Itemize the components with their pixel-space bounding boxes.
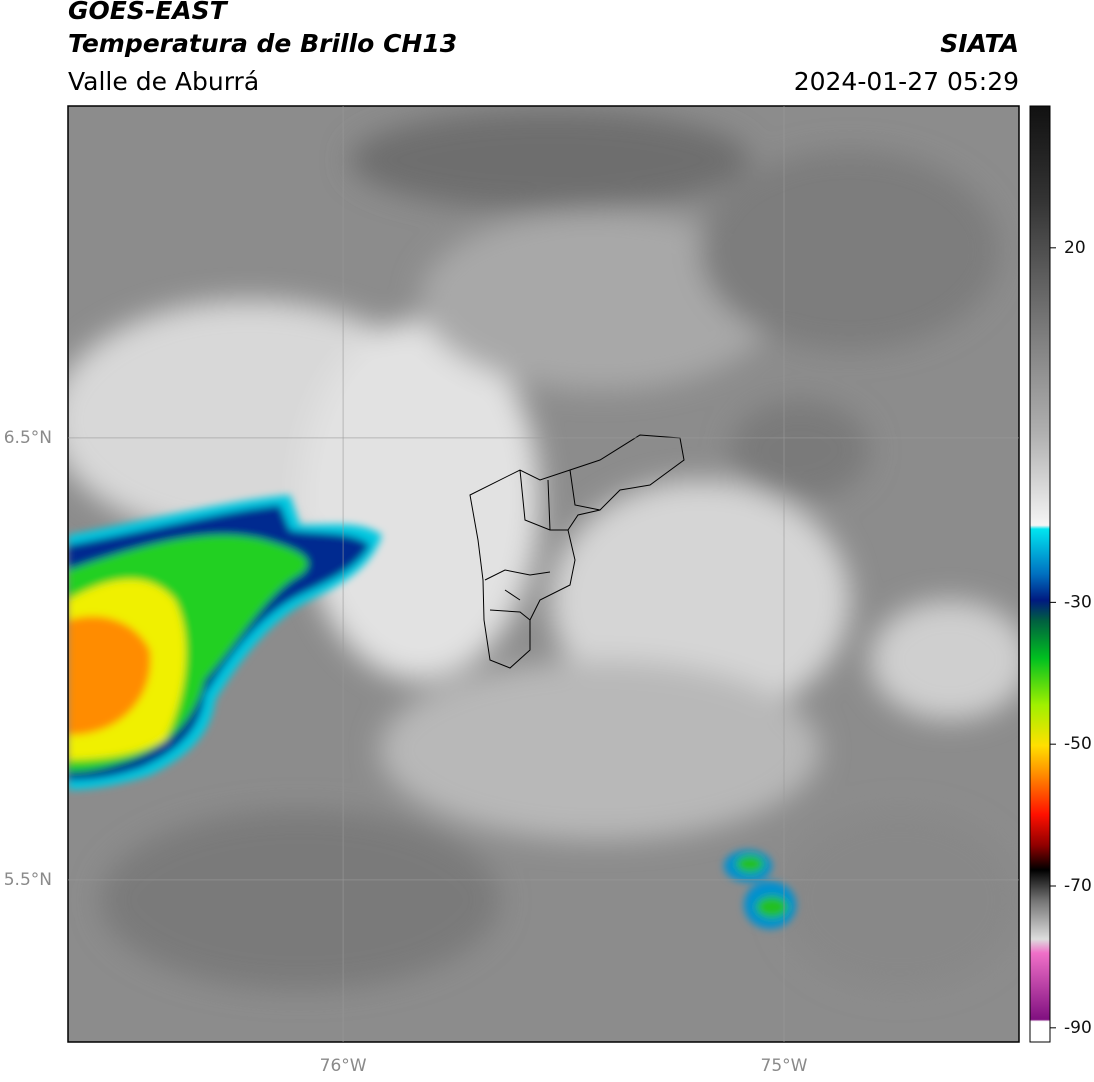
colorbar-tick-label: -70 [1064, 876, 1092, 896]
colorbar-tick-label: -50 [1064, 734, 1092, 754]
valley-boundary [469, 434, 685, 669]
timestamp: 2024-01-27 05:29 [794, 67, 1019, 96]
title: GOES-EAST [68, 0, 229, 25]
map-frame [67, 105, 1020, 1043]
satellite-image [68, 106, 1019, 1042]
subtitle: Temperatura de Brillo CH13 [68, 29, 457, 58]
colorbar-tick-label: -30 [1064, 592, 1092, 612]
x-tick-label: 75°W [761, 1056, 808, 1076]
region: Valle de Aburrá [68, 67, 259, 96]
colorbar-tick-label: -90 [1064, 1018, 1092, 1038]
source: SIATA [940, 29, 1019, 58]
y-tick-label: 5.5°N [4, 870, 52, 890]
colorbar-tick-label: 20 [1064, 238, 1086, 258]
x-tick-label: 76°W [320, 1056, 367, 1076]
y-tick-label: 6.5°N [4, 428, 52, 448]
colorbar [1029, 105, 1051, 1043]
